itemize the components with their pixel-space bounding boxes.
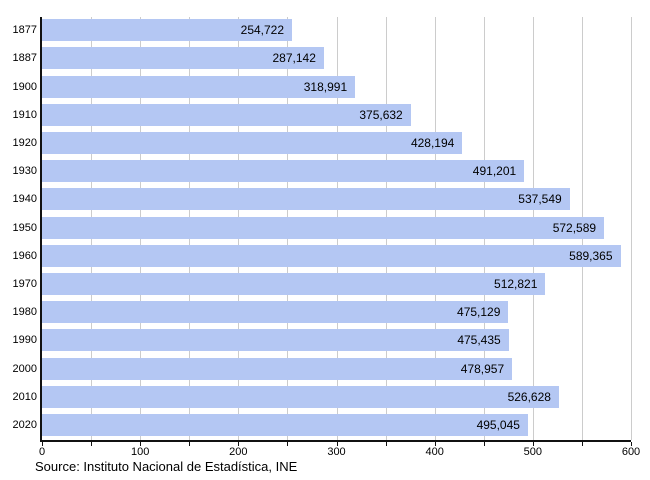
x-axis-tick-label: 100 xyxy=(130,446,150,458)
bar: 495,045 xyxy=(42,413,528,436)
bar: 491,201 xyxy=(42,160,525,183)
bar-value-label: 512,821 xyxy=(494,276,538,291)
bar-value-label: 537,549 xyxy=(518,192,562,207)
bar: 287,142 xyxy=(42,47,324,70)
bar: 375,632 xyxy=(42,103,411,126)
y-axis-category-label: 2020 xyxy=(12,418,37,431)
x-axis-tick xyxy=(631,442,632,446)
x-axis-tick-label: 300 xyxy=(327,446,346,458)
bar: 428,194 xyxy=(42,131,463,154)
bar: 537,549 xyxy=(42,188,570,211)
x-axis-tick-label: 0 xyxy=(38,446,46,458)
y-axis-category-label: 2010 xyxy=(12,390,37,403)
x-axis-tick xyxy=(238,442,240,446)
x-axis-tick xyxy=(385,442,387,446)
x-axis-tick xyxy=(189,442,191,446)
x-axis-tick xyxy=(140,442,142,446)
y-axis-category-label: 1920 xyxy=(12,136,37,149)
bar-value-label: 478,957 xyxy=(460,361,505,376)
y-axis-category-label: 1980 xyxy=(12,306,37,319)
bar-value-label: 254,722 xyxy=(240,23,285,38)
bar-value-label: 589,365 xyxy=(569,248,613,263)
x-axis-tick-label: 600 xyxy=(621,446,641,458)
bar: 478,957 xyxy=(42,357,513,380)
y-axis-category-label: 1910 xyxy=(12,108,37,121)
gridline xyxy=(631,17,632,440)
bar-value-label: 572,589 xyxy=(552,220,597,235)
x-axis-tick xyxy=(336,442,338,446)
bar: 512,821 xyxy=(42,272,546,295)
y-axis-category-label: 1950 xyxy=(12,221,37,234)
x-axis-tick-label: 400 xyxy=(425,446,444,458)
x-axis-tick xyxy=(483,442,485,446)
bar-value-label: 475,435 xyxy=(457,333,501,348)
bar: 254,722 xyxy=(42,19,293,42)
y-axis-category-label: 2000 xyxy=(12,362,37,375)
y-axis-category-label: 1960 xyxy=(12,249,37,262)
bar-value-label: 495,045 xyxy=(476,417,520,432)
bar: 475,435 xyxy=(42,329,509,352)
y-axis-line xyxy=(40,17,42,440)
bar: 589,365 xyxy=(42,244,621,267)
y-axis-category-label: 1970 xyxy=(12,277,37,290)
source-caption: Source: Instituto Nacional de Estadístic… xyxy=(35,459,298,474)
x-axis-line xyxy=(40,440,631,442)
y-axis-category-label: 1940 xyxy=(12,193,37,206)
bar-value-label: 428,194 xyxy=(410,135,455,150)
y-axis-category-label: 1877 xyxy=(12,24,37,37)
bar-value-label: 475,129 xyxy=(457,305,501,320)
bar-value-label: 287,142 xyxy=(272,51,316,66)
x-axis-tick-label: 500 xyxy=(523,446,543,458)
x-axis-tick xyxy=(91,442,93,446)
bar-value-label: 375,632 xyxy=(359,107,403,122)
bar: 526,628 xyxy=(42,385,559,408)
x-axis-tick xyxy=(581,442,583,446)
bar: 318,991 xyxy=(42,75,356,98)
bar-value-label: 491,201 xyxy=(472,164,517,179)
x-axis-tick xyxy=(287,442,289,446)
y-axis-category-label: 1930 xyxy=(12,165,37,178)
x-axis-tick-label: 200 xyxy=(229,446,248,458)
x-axis-tick xyxy=(42,442,43,446)
bar: 475,129 xyxy=(42,301,509,324)
x-axis-tick xyxy=(532,442,534,446)
y-axis-category-label: 1990 xyxy=(12,334,37,347)
y-axis-category-label: 1887 xyxy=(12,52,37,65)
bar-value-label: 318,991 xyxy=(303,79,348,94)
bar: 572,589 xyxy=(42,216,605,239)
bar-value-label: 526,628 xyxy=(507,389,551,404)
y-axis-category-label: 1900 xyxy=(12,80,37,93)
x-axis-tick xyxy=(434,442,436,446)
